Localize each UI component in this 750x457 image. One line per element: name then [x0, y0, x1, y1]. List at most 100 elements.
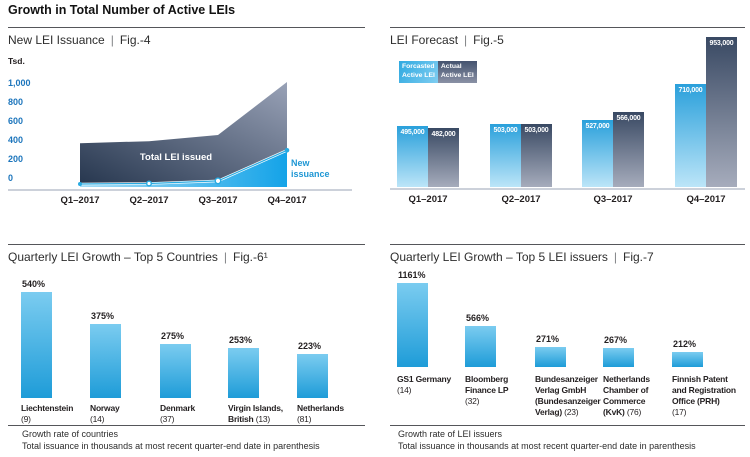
category-count: (13) [253, 414, 271, 424]
x-tick-label: Q4–2017 [267, 195, 306, 206]
legend-actual: Actual Active LEI [437, 61, 477, 83]
category-label-line: (32) [465, 396, 541, 407]
category-name: Netherlands [297, 403, 344, 413]
data-point-marker [284, 148, 290, 153]
actual-bar: 953,000 [706, 37, 737, 187]
category-name: Finance LP [465, 385, 509, 395]
category-name: Norway [90, 403, 120, 413]
category-label: GS1 Germany (14) [397, 374, 473, 396]
y-tick-label: 1,000 [8, 78, 31, 88]
category-name: Commerce [603, 396, 646, 406]
header-pipe: | [110, 33, 114, 47]
category-count: (14) [397, 385, 412, 395]
category-name: Netherlands [603, 374, 650, 384]
category-label-line: (Bundesanzeiger [535, 396, 611, 407]
divider [8, 425, 365, 426]
forecast-bar: 503,000 [490, 124, 521, 187]
legend-forecasted-line2: Active LEI [402, 71, 435, 79]
fig6-header: Quarterly LEI Growth – Top 5 Countries | F… [8, 250, 268, 264]
category-name: Bundesanzeiger [535, 374, 598, 384]
fig6-header-fig: Fig.-6¹ [233, 250, 268, 264]
legend-forecasted-line1: Forcasted [402, 63, 435, 70]
category-label-line: (37) [160, 414, 236, 425]
category-name: GS1 Germany [397, 374, 452, 384]
fig7-header-title: Quarterly LEI Growth – Top 5 LEI issuers [390, 250, 608, 264]
category-label-line: Netherlands [603, 374, 679, 385]
category-name: Denmark [160, 403, 195, 413]
category-label-line: Bundesanzeiger [535, 374, 611, 385]
fig6-bar-chart: 540% Liechtenstein (9) 375% Norway (14) 275% De… [8, 260, 365, 424]
category-label: Liechtenstein (9) [21, 403, 97, 425]
fig4-header: New LEI Issuance | Fig.-4 [8, 33, 151, 47]
category-name: Finnish Patent [672, 374, 728, 384]
category-name: British [228, 414, 254, 424]
category-label-line: Verlag GmbH [535, 385, 611, 396]
x-tick-label: Q2–2017 [129, 195, 168, 206]
growth-bar [465, 326, 496, 367]
category-label: Finnish Patent and Registration Office (PR… [672, 374, 748, 418]
fig4-y-axis-unit: Tsd. [8, 56, 25, 66]
growth-bar [228, 348, 259, 398]
category-label-line: Norway [90, 403, 166, 414]
category-name: Bloomberg [465, 374, 509, 384]
bar-value-label: 566,000 [616, 115, 641, 122]
category-label-line: (81) [297, 414, 373, 425]
y-tick-label: 400 [8, 135, 23, 145]
bar-value-label: 482,000 [431, 131, 456, 138]
category-count: (32) [465, 396, 480, 406]
header-pipe: | [613, 250, 617, 264]
y-tick-label: 200 [8, 154, 23, 164]
category-count: (9) [21, 414, 31, 424]
bar-value-label: 253% [229, 335, 253, 345]
growth-bar [90, 324, 121, 398]
category-label: Bloomberg Finance LP (32) [465, 374, 541, 407]
growth-bar [297, 354, 328, 398]
fig6-header-title: Quarterly LEI Growth – Top 5 Countries [8, 250, 218, 264]
fig5-header-fig: Fig.-5 [473, 33, 504, 47]
fig7-footnote-1: Growth rate of LEI issuers [398, 429, 503, 439]
category-name: Chamber of [603, 385, 649, 395]
actual-bar: 566,000 [613, 112, 644, 187]
bar-value-label: 1161% [398, 270, 426, 280]
y-tick-label: 800 [8, 97, 23, 107]
bar-value-label: 503,000 [493, 127, 518, 134]
category-label-line: (17) [672, 407, 748, 418]
category-name: Verlag GmbH [535, 385, 587, 395]
y-tick-label: 0 [8, 173, 13, 183]
bar-value-label: 375% [91, 311, 115, 321]
fig5-legend: Forcasted Active LEI Actual Active LEI [399, 61, 477, 83]
category-label-line: and Registration [672, 385, 748, 396]
header-pipe: | [223, 250, 228, 264]
series-label-new-issuance: New [291, 158, 311, 168]
total-lei-issued-area [80, 82, 287, 184]
category-label: Netherlands (81) [297, 403, 373, 425]
bar-value-label: 275% [161, 331, 185, 341]
fig7-header-fig: Fig.-7 [623, 250, 654, 264]
fig7-header: Quarterly LEI Growth – Top 5 LEI issuers… [390, 250, 654, 264]
category-label: Virgin Islands, British (13) [228, 403, 304, 425]
divider [8, 244, 365, 245]
bar-value-label: 527,000 [585, 123, 610, 130]
category-label: Denmark (37) [160, 403, 236, 425]
fig4-header-title: New LEI Issuance [8, 33, 105, 47]
bar-value-label: 271% [536, 334, 560, 344]
fig4-header-fig: Fig.-4 [119, 33, 151, 47]
y-tick-label: 600 [8, 116, 23, 126]
data-point-marker [145, 180, 152, 187]
category-label-line: Office (PRH) [672, 396, 748, 407]
category-name: (Bundesanzeiger [535, 396, 601, 406]
new-issuance-line [79, 149, 288, 185]
category-name: Virgin Islands, [228, 403, 283, 413]
category-label-line: Liechtenstein [21, 403, 97, 414]
page-title: Growth in Total Number of Active LEIs [8, 3, 236, 17]
category-label-line: Bloomberg [465, 374, 541, 385]
category-label-line: Virgin Islands, [228, 403, 304, 414]
category-label-line: (14) [397, 385, 473, 396]
category-label-line: Commerce [603, 396, 679, 407]
fig4-area-chart: 1,000 800 600 400 200 0 Q1–2017 Q2–2017 Q3–2017 Q… [8, 78, 352, 206]
bar-value-label: 503,000 [524, 127, 549, 134]
bar-value-label: 495,000 [400, 129, 425, 136]
category-label: Norway (14) [90, 403, 166, 425]
category-label-line: (KvK) (76) [603, 407, 679, 418]
category-label: Netherlands Chamber of Commerce (KvK) (76) [603, 374, 679, 418]
